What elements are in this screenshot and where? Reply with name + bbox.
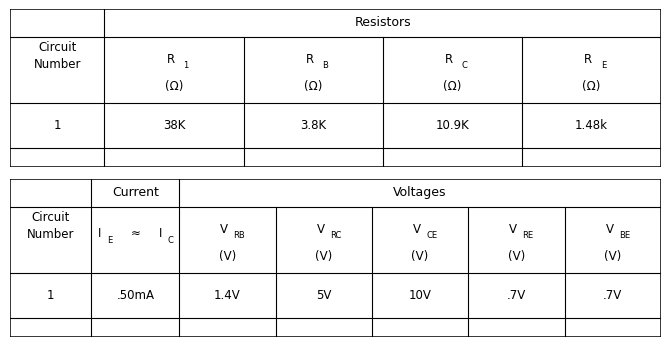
Text: CE: CE <box>426 231 437 240</box>
Text: 1.4V: 1.4V <box>214 289 241 302</box>
Text: 10V: 10V <box>409 289 431 302</box>
Text: E: E <box>107 236 112 245</box>
Text: (V): (V) <box>315 249 332 263</box>
Text: R: R <box>167 53 175 66</box>
Text: ≈: ≈ <box>130 228 140 240</box>
Text: Circuit
Number: Circuit Number <box>34 41 81 71</box>
Text: RE: RE <box>523 231 533 240</box>
Text: .7V: .7V <box>507 289 526 302</box>
Text: (Ω): (Ω) <box>582 79 601 93</box>
Text: BE: BE <box>619 231 630 240</box>
Text: 1.48k: 1.48k <box>575 119 608 132</box>
Text: 38K: 38K <box>163 119 185 132</box>
Text: 10.9K: 10.9K <box>435 119 470 132</box>
Text: 3.8K: 3.8K <box>301 119 326 132</box>
Text: (V): (V) <box>508 249 525 263</box>
Text: R: R <box>446 53 454 66</box>
Text: (Ω): (Ω) <box>165 79 183 93</box>
Text: (V): (V) <box>411 249 429 263</box>
Text: C: C <box>168 236 173 245</box>
Text: V: V <box>220 223 228 236</box>
Text: B: B <box>322 61 328 70</box>
Text: Resistors: Resistors <box>354 16 411 29</box>
Text: .50mA: .50mA <box>116 289 154 302</box>
Text: Circuit
Number: Circuit Number <box>27 211 74 241</box>
Text: RB: RB <box>234 231 245 240</box>
Text: 1: 1 <box>47 289 54 302</box>
Text: I: I <box>158 228 162 240</box>
Text: I: I <box>98 228 101 240</box>
Text: (Ω): (Ω) <box>444 79 462 93</box>
Text: 1: 1 <box>183 61 189 70</box>
Text: E: E <box>601 61 606 70</box>
Text: (Ω): (Ω) <box>304 79 323 93</box>
Text: 1: 1 <box>54 119 61 132</box>
Text: R: R <box>584 53 592 66</box>
Text: V: V <box>413 223 421 236</box>
Text: R: R <box>306 53 314 66</box>
Text: C: C <box>462 61 467 70</box>
Text: (V): (V) <box>604 249 621 263</box>
Text: RC: RC <box>330 231 341 240</box>
Text: .7V: .7V <box>603 289 623 302</box>
Text: (V): (V) <box>219 249 236 263</box>
Text: Current: Current <box>112 186 159 200</box>
Text: V: V <box>509 223 517 236</box>
Text: Voltages: Voltages <box>393 186 447 200</box>
Text: V: V <box>605 223 613 236</box>
Text: V: V <box>317 223 325 236</box>
Text: 5V: 5V <box>316 289 331 302</box>
